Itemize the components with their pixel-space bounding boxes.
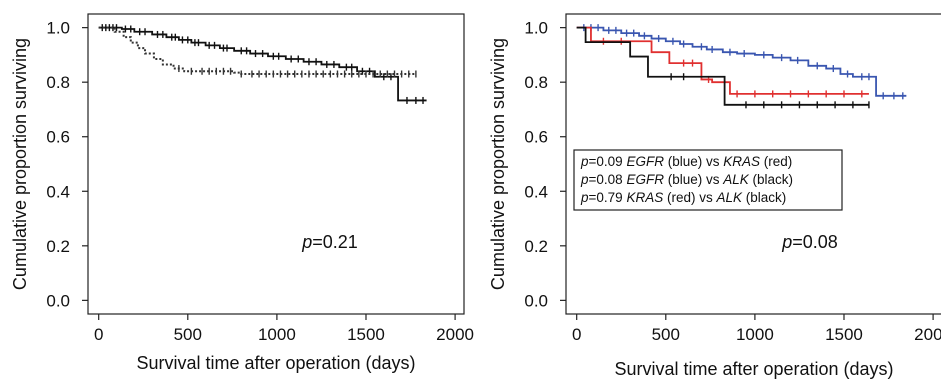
legend-p: p xyxy=(580,154,589,169)
legend-text2: (red) vs xyxy=(663,190,716,205)
legend-line: p=0.79 KRAS (red) vs ALK (black) xyxy=(580,190,786,205)
legend-text2: (blue) vs xyxy=(664,172,723,187)
x-tick-label: 500 xyxy=(174,325,202,344)
y-tick-label: 0.0 xyxy=(46,291,70,310)
left-km-panel: 0 500 1000 1500 2000 0.0 0.2 0.4 0.6 0.8 1.0 Surviv… xyxy=(10,13,474,373)
p-value-symbol: p xyxy=(781,232,792,252)
p-value-annotation: p=0.08 xyxy=(781,232,838,252)
x-axis-label: Survival time after operation (days) xyxy=(614,359,893,379)
legend-text2: (blue) vs xyxy=(664,154,723,169)
x-tick-label: 1000 xyxy=(736,325,774,344)
survival-curve-1 xyxy=(98,26,416,75)
legend-g1: EGFR xyxy=(626,154,664,169)
survival-curve-0 xyxy=(576,26,907,97)
p-value-annotation: p=0.21 xyxy=(301,232,358,252)
y-tick-label: 0.4 xyxy=(46,182,70,201)
legend-g1: KRAS xyxy=(626,190,663,205)
p-value-text: =0.08 xyxy=(792,232,838,252)
y-tick-label: 0.8 xyxy=(524,73,548,92)
legend-g2: ALK xyxy=(722,172,750,187)
legend-line: p=0.08 EGFR (blue) vs ALK (black) xyxy=(580,172,793,187)
y-tick-label: 0.6 xyxy=(46,128,70,147)
x-tick-label: 1500 xyxy=(825,325,863,344)
p-value-legend-box xyxy=(573,149,843,211)
legend-line: p=0.09 EGFR (blue) vs KRAS (red) xyxy=(580,154,792,169)
plot-frame xyxy=(87,13,465,315)
x-tick-label: 2000 xyxy=(436,325,474,344)
x-tick-label: 0 xyxy=(572,325,581,344)
legend-text3: (black) xyxy=(749,172,793,187)
plot-frame xyxy=(565,13,941,315)
y-tick-label: 0.4 xyxy=(524,182,548,201)
legend-text1: =0.08 xyxy=(589,172,627,187)
y-tick-label: 0.0 xyxy=(524,291,548,310)
survival-curve-1 xyxy=(576,26,869,95)
y-tick-label: 0.2 xyxy=(524,237,548,256)
y-axis-label: Cumulative proportion surviving xyxy=(488,38,508,290)
p-value-text: =0.21 xyxy=(312,232,358,252)
legend-text3: (red) xyxy=(760,154,792,169)
right-km-panel: 0 500 1000 1500 2000 0.0 0.2 0.4 0.6 0.8 1.0 Surviv… xyxy=(488,13,941,379)
legend-p: p xyxy=(580,172,589,187)
x-tick-label: 1000 xyxy=(258,325,296,344)
y-tick-label: 1.0 xyxy=(46,19,70,38)
y-axis-label: Cumulative proportion surviving xyxy=(10,38,30,290)
x-tick-label: 1500 xyxy=(347,325,385,344)
y-tick-label: 0.2 xyxy=(46,237,70,256)
legend-g2: KRAS xyxy=(723,154,760,169)
y-tick-label: 0.8 xyxy=(46,73,70,92)
y-tick-label: 1.0 xyxy=(524,19,548,38)
x-tick-label: 2000 xyxy=(914,325,941,344)
legend-g1: EGFR xyxy=(626,172,664,187)
legend-text1: =0.79 xyxy=(589,190,627,205)
survival-curve-0 xyxy=(98,26,427,102)
legend-text1: =0.09 xyxy=(589,154,627,169)
survival-curve-2 xyxy=(576,26,869,106)
x-tick-label: 500 xyxy=(652,325,680,344)
legend-text3: (black) xyxy=(742,190,786,205)
legend-g2: ALK xyxy=(715,190,743,205)
y-tick-label: 0.6 xyxy=(524,128,548,147)
legend-p: p xyxy=(580,190,589,205)
x-tick-label: 0 xyxy=(94,325,103,344)
x-axis-label: Survival time after operation (days) xyxy=(136,353,415,373)
p-value-symbol: p xyxy=(301,232,312,252)
